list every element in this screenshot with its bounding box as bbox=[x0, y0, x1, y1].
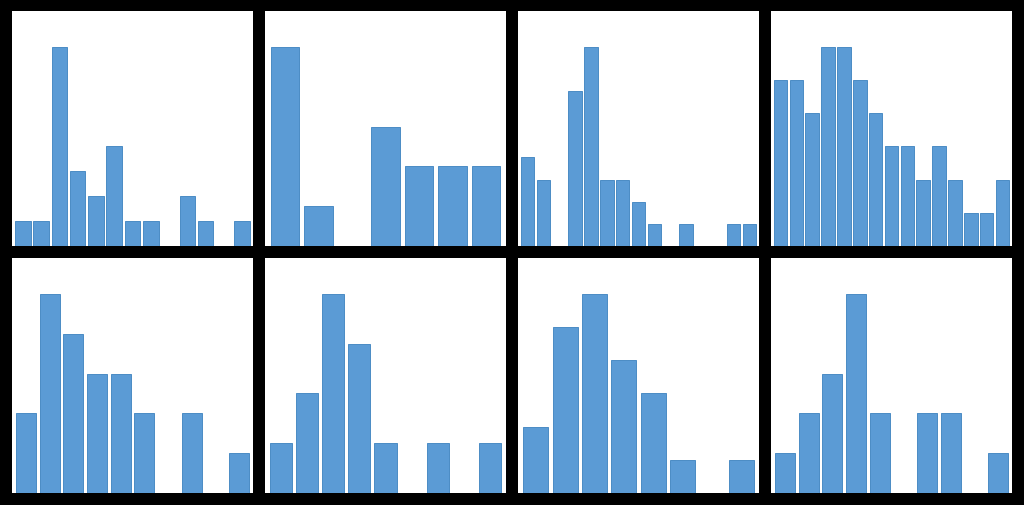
Bar bbox=[853, 81, 866, 246]
Bar bbox=[537, 180, 550, 246]
Bar bbox=[51, 48, 68, 246]
Bar bbox=[582, 294, 607, 493]
Bar bbox=[181, 414, 202, 493]
Bar bbox=[948, 180, 962, 246]
Bar bbox=[40, 294, 59, 493]
Bar bbox=[479, 443, 502, 493]
Bar bbox=[995, 180, 1010, 246]
Bar bbox=[438, 167, 467, 246]
Bar bbox=[822, 374, 843, 493]
Bar bbox=[372, 127, 399, 246]
Bar bbox=[742, 224, 757, 246]
Bar bbox=[679, 224, 693, 246]
Bar bbox=[179, 197, 195, 246]
Bar bbox=[964, 214, 978, 246]
Bar bbox=[846, 294, 866, 493]
Bar bbox=[296, 393, 318, 493]
Bar bbox=[727, 224, 740, 246]
Bar bbox=[615, 180, 630, 246]
Bar bbox=[553, 327, 578, 493]
Bar bbox=[234, 222, 250, 246]
Bar bbox=[916, 180, 930, 246]
Bar bbox=[940, 414, 961, 493]
Bar bbox=[600, 180, 613, 246]
Bar bbox=[611, 361, 636, 493]
Bar bbox=[869, 414, 890, 493]
Bar bbox=[198, 222, 213, 246]
Bar bbox=[790, 81, 803, 246]
Bar bbox=[63, 334, 84, 493]
Bar bbox=[523, 427, 548, 493]
Bar bbox=[88, 197, 103, 246]
Bar bbox=[729, 460, 754, 493]
Bar bbox=[799, 414, 819, 493]
Bar bbox=[806, 114, 819, 246]
Bar bbox=[70, 172, 85, 246]
Bar bbox=[106, 147, 122, 246]
Bar bbox=[375, 443, 396, 493]
Bar bbox=[916, 414, 937, 493]
Bar bbox=[269, 443, 292, 493]
Bar bbox=[932, 147, 946, 246]
Bar bbox=[271, 48, 299, 246]
Bar bbox=[134, 414, 155, 493]
Bar bbox=[775, 453, 796, 493]
Bar bbox=[472, 167, 500, 246]
Bar bbox=[585, 48, 598, 246]
Bar bbox=[774, 81, 787, 246]
Bar bbox=[521, 158, 535, 246]
Bar bbox=[87, 374, 108, 493]
Bar bbox=[885, 147, 898, 246]
Bar bbox=[427, 443, 450, 493]
Bar bbox=[304, 207, 333, 246]
Bar bbox=[647, 224, 662, 246]
Bar bbox=[980, 214, 993, 246]
Bar bbox=[632, 203, 645, 246]
Bar bbox=[641, 393, 666, 493]
Bar bbox=[322, 294, 344, 493]
Bar bbox=[568, 92, 582, 246]
Bar bbox=[348, 344, 371, 493]
Bar bbox=[901, 147, 914, 246]
Bar bbox=[15, 222, 31, 246]
Bar bbox=[228, 453, 249, 493]
Bar bbox=[869, 114, 883, 246]
Bar bbox=[16, 414, 36, 493]
Bar bbox=[988, 453, 1008, 493]
Bar bbox=[670, 460, 695, 493]
Bar bbox=[125, 222, 140, 246]
Bar bbox=[404, 167, 433, 246]
Bar bbox=[111, 374, 131, 493]
Bar bbox=[143, 222, 159, 246]
Bar bbox=[34, 222, 49, 246]
Bar bbox=[821, 48, 835, 246]
Bar bbox=[838, 48, 851, 246]
